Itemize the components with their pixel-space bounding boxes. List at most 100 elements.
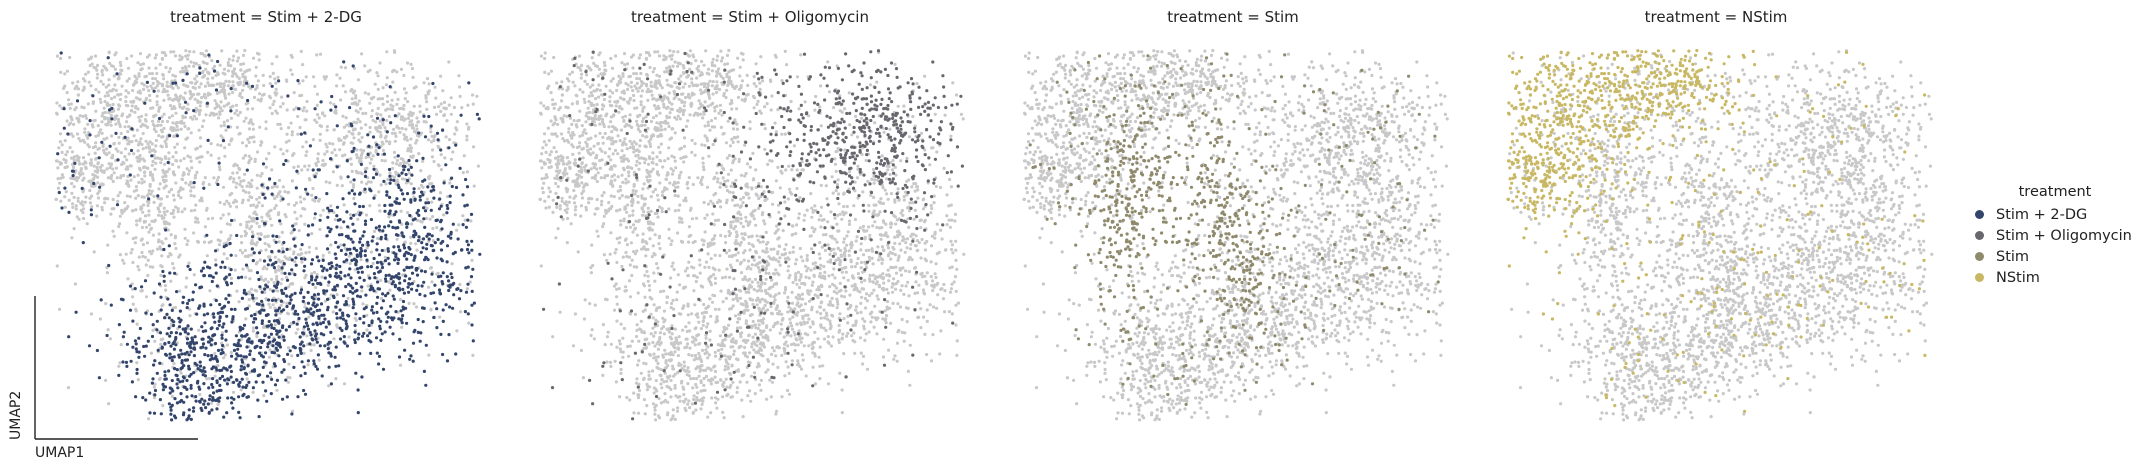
cell-point	[136, 264, 140, 269]
cell-point	[91, 173, 95, 177]
cell-point	[223, 94, 227, 98]
cell-point	[359, 254, 363, 258]
cell-point	[430, 272, 434, 276]
cell-point	[183, 146, 187, 150]
cell-point	[175, 120, 179, 125]
cell-point	[376, 152, 380, 156]
cell-point	[424, 216, 428, 220]
cell-point	[773, 53, 777, 57]
cell-point	[171, 211, 175, 215]
cell-point	[634, 189, 638, 193]
cell-point	[640, 89, 645, 93]
cell-point	[229, 116, 233, 120]
cell-point	[350, 189, 354, 193]
cell-point	[334, 108, 338, 113]
cell-point	[402, 73, 406, 78]
cell-point	[467, 251, 471, 255]
cell-point	[397, 317, 401, 321]
cell-point	[229, 253, 233, 257]
cell-point	[237, 338, 241, 342]
cell-point	[265, 399, 269, 403]
cell-point	[69, 102, 73, 106]
cell-point	[321, 320, 325, 325]
cell-point	[114, 131, 118, 135]
cell-point	[155, 94, 159, 98]
cell-point	[185, 136, 190, 140]
cell-point	[268, 82, 272, 86]
cell-point	[75, 215, 79, 219]
cell-point	[170, 403, 174, 407]
cell-point	[157, 109, 161, 113]
cell-point	[409, 200, 413, 204]
cell-point	[114, 166, 118, 170]
cell-point	[592, 116, 596, 120]
cell-point	[141, 243, 145, 247]
cell-point	[287, 257, 291, 262]
cell-point	[68, 146, 72, 150]
cell-point	[719, 59, 724, 63]
cell-point	[209, 303, 213, 307]
cell-point	[239, 388, 243, 392]
cell-point	[259, 232, 263, 236]
cell-point	[159, 123, 163, 127]
cell-point	[424, 94, 428, 98]
cell-point	[187, 183, 191, 187]
cell-point	[261, 365, 265, 369]
cell-point	[230, 218, 234, 223]
cell-point	[349, 141, 353, 145]
cell-point	[103, 197, 107, 201]
cell-point	[387, 142, 392, 146]
cell-point	[174, 93, 178, 97]
cell-point	[93, 54, 98, 58]
cell-point	[118, 71, 122, 76]
cell-point	[120, 114, 124, 118]
cell-point	[137, 350, 141, 354]
cell-point	[170, 358, 174, 363]
cell-point	[55, 112, 59, 116]
cell-point	[165, 312, 169, 316]
cell-point	[385, 94, 389, 98]
cell-point	[160, 56, 164, 61]
cell-point	[105, 136, 109, 140]
cell-point	[202, 304, 206, 308]
cell-point	[456, 237, 460, 241]
cell-point	[290, 133, 294, 137]
cell-point	[354, 121, 359, 125]
cell-point	[326, 206, 330, 210]
cell-point	[104, 85, 108, 89]
cell-point	[313, 84, 317, 88]
cell-point	[421, 246, 425, 250]
cell-point	[292, 108, 296, 112]
cell-point	[353, 338, 357, 342]
cell-point	[202, 274, 206, 278]
cell-point	[404, 172, 408, 177]
cell-point	[680, 108, 684, 112]
cell-point	[451, 150, 455, 154]
cell-point	[268, 340, 272, 344]
cell-point	[76, 80, 80, 84]
cell-point	[455, 329, 459, 333]
cell-point	[207, 83, 211, 88]
cell-point	[453, 250, 457, 254]
cell-point	[202, 186, 206, 190]
cell-point	[206, 138, 210, 142]
cell-point	[314, 278, 318, 282]
cell-point	[731, 127, 736, 131]
cell-point	[114, 51, 118, 55]
cell-point	[356, 117, 360, 121]
cell-point	[357, 131, 361, 135]
cell-point	[565, 207, 570, 211]
cell-point	[152, 396, 157, 400]
cell-point	[255, 221, 259, 225]
cell-point	[214, 112, 219, 116]
cell-point	[252, 317, 256, 321]
cell-point	[294, 222, 298, 226]
cell-point	[420, 306, 425, 310]
cell-point	[244, 307, 248, 311]
cell-point	[134, 309, 138, 313]
cell-point	[349, 216, 353, 220]
cell-point	[271, 303, 275, 307]
cell-point	[395, 70, 399, 74]
cell-point	[401, 164, 405, 168]
cell-point	[235, 289, 239, 293]
